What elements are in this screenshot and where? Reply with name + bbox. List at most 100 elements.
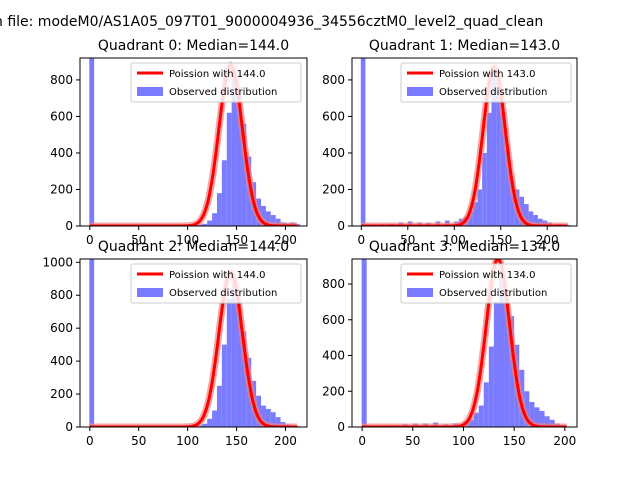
hist-bar <box>549 419 555 427</box>
hist-bar <box>270 215 276 226</box>
hist-bar <box>477 189 483 226</box>
hist-bar <box>236 87 242 226</box>
hist-bar <box>509 316 515 427</box>
hist-bar <box>202 423 208 427</box>
legend-box <box>130 263 302 304</box>
quadrant-3-plot <box>361 259 567 427</box>
legend-box <box>400 62 572 103</box>
x-tick-label: 0 <box>86 434 94 448</box>
hist-bar <box>505 149 511 226</box>
y-tick-label: 400 <box>50 354 73 368</box>
hist-bar <box>216 385 222 427</box>
y-tick-label: 800 <box>322 73 345 87</box>
legend: Poission with 134.0 Observed distribution <box>400 263 572 304</box>
hist-bar <box>261 205 266 226</box>
quadrant-2-title: Quadrant 2: Median=144.0 <box>98 239 289 255</box>
legend-line-label: Poission with 144.0 <box>169 69 265 80</box>
x-tick-label: 150 <box>225 434 248 448</box>
hist-bar <box>472 202 478 226</box>
hist-bar <box>207 418 213 427</box>
x-tick-label: 200 <box>553 434 576 448</box>
legend-hist-swatch <box>137 87 163 96</box>
y-tick-label: 0 <box>337 420 345 434</box>
hist-bar <box>491 72 497 226</box>
hist-bar <box>231 68 237 226</box>
hist-bar <box>468 419 474 427</box>
axes-frame <box>351 57 578 227</box>
hist-bar <box>544 416 550 427</box>
legend-box <box>400 263 572 304</box>
hist-bar <box>265 408 271 427</box>
y-tick-label: 800 <box>50 288 73 302</box>
hist-bar <box>226 112 232 226</box>
legend-hist-label: Observed distribution <box>169 87 277 98</box>
hist-bar <box>216 193 222 226</box>
hist-bar <box>212 410 217 427</box>
legend: Poission with 143.0 Observed distribution <box>400 62 572 103</box>
hist-bar <box>270 412 276 427</box>
y-tick-label: 200 <box>50 387 73 401</box>
x-tick-label: 50 <box>400 233 415 247</box>
y-tick-label: 0 <box>337 219 345 233</box>
poisson-curve <box>89 270 298 427</box>
legend-hist-swatch <box>407 87 433 96</box>
y-tick-label: 400 <box>322 146 345 160</box>
legend: Poission with 144.0 Observed distribution <box>130 263 302 304</box>
quadrant-1-panel: Quadrant 1: Median=143.0 0 50 100 150 200 0 200… <box>322 38 578 247</box>
y-tick-label: 800 <box>322 277 345 291</box>
x-tick-label: 50 <box>405 434 420 448</box>
quadrant-2-plot <box>89 259 301 427</box>
legend-hist-label: Observed distribution <box>439 288 547 299</box>
x-tick-label: 100 <box>176 434 199 448</box>
hist-bar <box>212 213 217 226</box>
x-tick-label: 0 <box>358 434 366 448</box>
hist-bar <box>207 220 213 226</box>
hist-bar <box>488 346 494 427</box>
hist-bar <box>478 405 484 427</box>
hist-bar <box>493 301 499 427</box>
hist-bar <box>473 412 479 427</box>
axes-frame <box>79 258 308 428</box>
hist-bar <box>539 410 545 427</box>
x-tick-label: 150 <box>489 233 512 247</box>
hist-bar <box>528 211 534 226</box>
hist-bar <box>498 269 505 427</box>
quadrant-1-title: Quadrant 1: Median=143.0 <box>369 38 560 54</box>
hist-bar <box>529 401 535 427</box>
x-tick-label: 200 <box>274 434 297 448</box>
hist-bar <box>504 291 510 427</box>
legend: Poission with 144.0 Observed distribution <box>130 62 302 103</box>
x-tick-label: 100 <box>443 233 466 247</box>
quadrant-2-panel: Quadrant 2: Median=144.0 0 50 100 150 200 0 200… <box>42 239 308 448</box>
legend-box <box>130 62 302 103</box>
y-tick-label: 0 <box>65 219 73 233</box>
quadrant-0-panel: Quadrant 0: Median=144.0 0 50 100 150 200 0 200… <box>50 38 308 247</box>
hist-bar <box>236 298 242 427</box>
y-tick-label: 600 <box>50 321 73 335</box>
x-tick-label: 50 <box>131 434 146 448</box>
x-tick-label: 200 <box>274 233 297 247</box>
hist-bar <box>537 218 543 226</box>
hist-bar-zero <box>89 259 95 427</box>
hist-bar <box>226 298 232 427</box>
poisson-curve <box>362 259 567 427</box>
hist-bar <box>510 180 515 226</box>
y-tick-label: 400 <box>322 349 345 363</box>
hist-bar <box>500 112 506 226</box>
y-tick-label: 0 <box>65 420 73 434</box>
hist-bar <box>534 407 540 427</box>
hist-bar <box>496 79 501 226</box>
legend-line-label: Poission with 134.0 <box>439 270 535 281</box>
hist-bar <box>482 152 487 226</box>
hist-bar-zero <box>361 259 367 427</box>
legend-hist-label: Observed distribution <box>439 87 547 98</box>
axes-frame <box>79 57 308 227</box>
quadrant-3-panel: Quadrant 3: Median=134.0 0 50 100 150 200 0 200… <box>322 239 578 448</box>
quadrant-3-title: Quadrant 3: Median=134.0 <box>369 239 560 255</box>
figure-suptitle: h file: modeM0/AS1A05_097T01_9000004936_… <box>0 14 543 30</box>
y-tick-label: 600 <box>322 313 345 327</box>
poisson-curve <box>89 63 298 226</box>
hist-bar <box>231 278 237 427</box>
y-tick-label: 400 <box>50 146 73 160</box>
